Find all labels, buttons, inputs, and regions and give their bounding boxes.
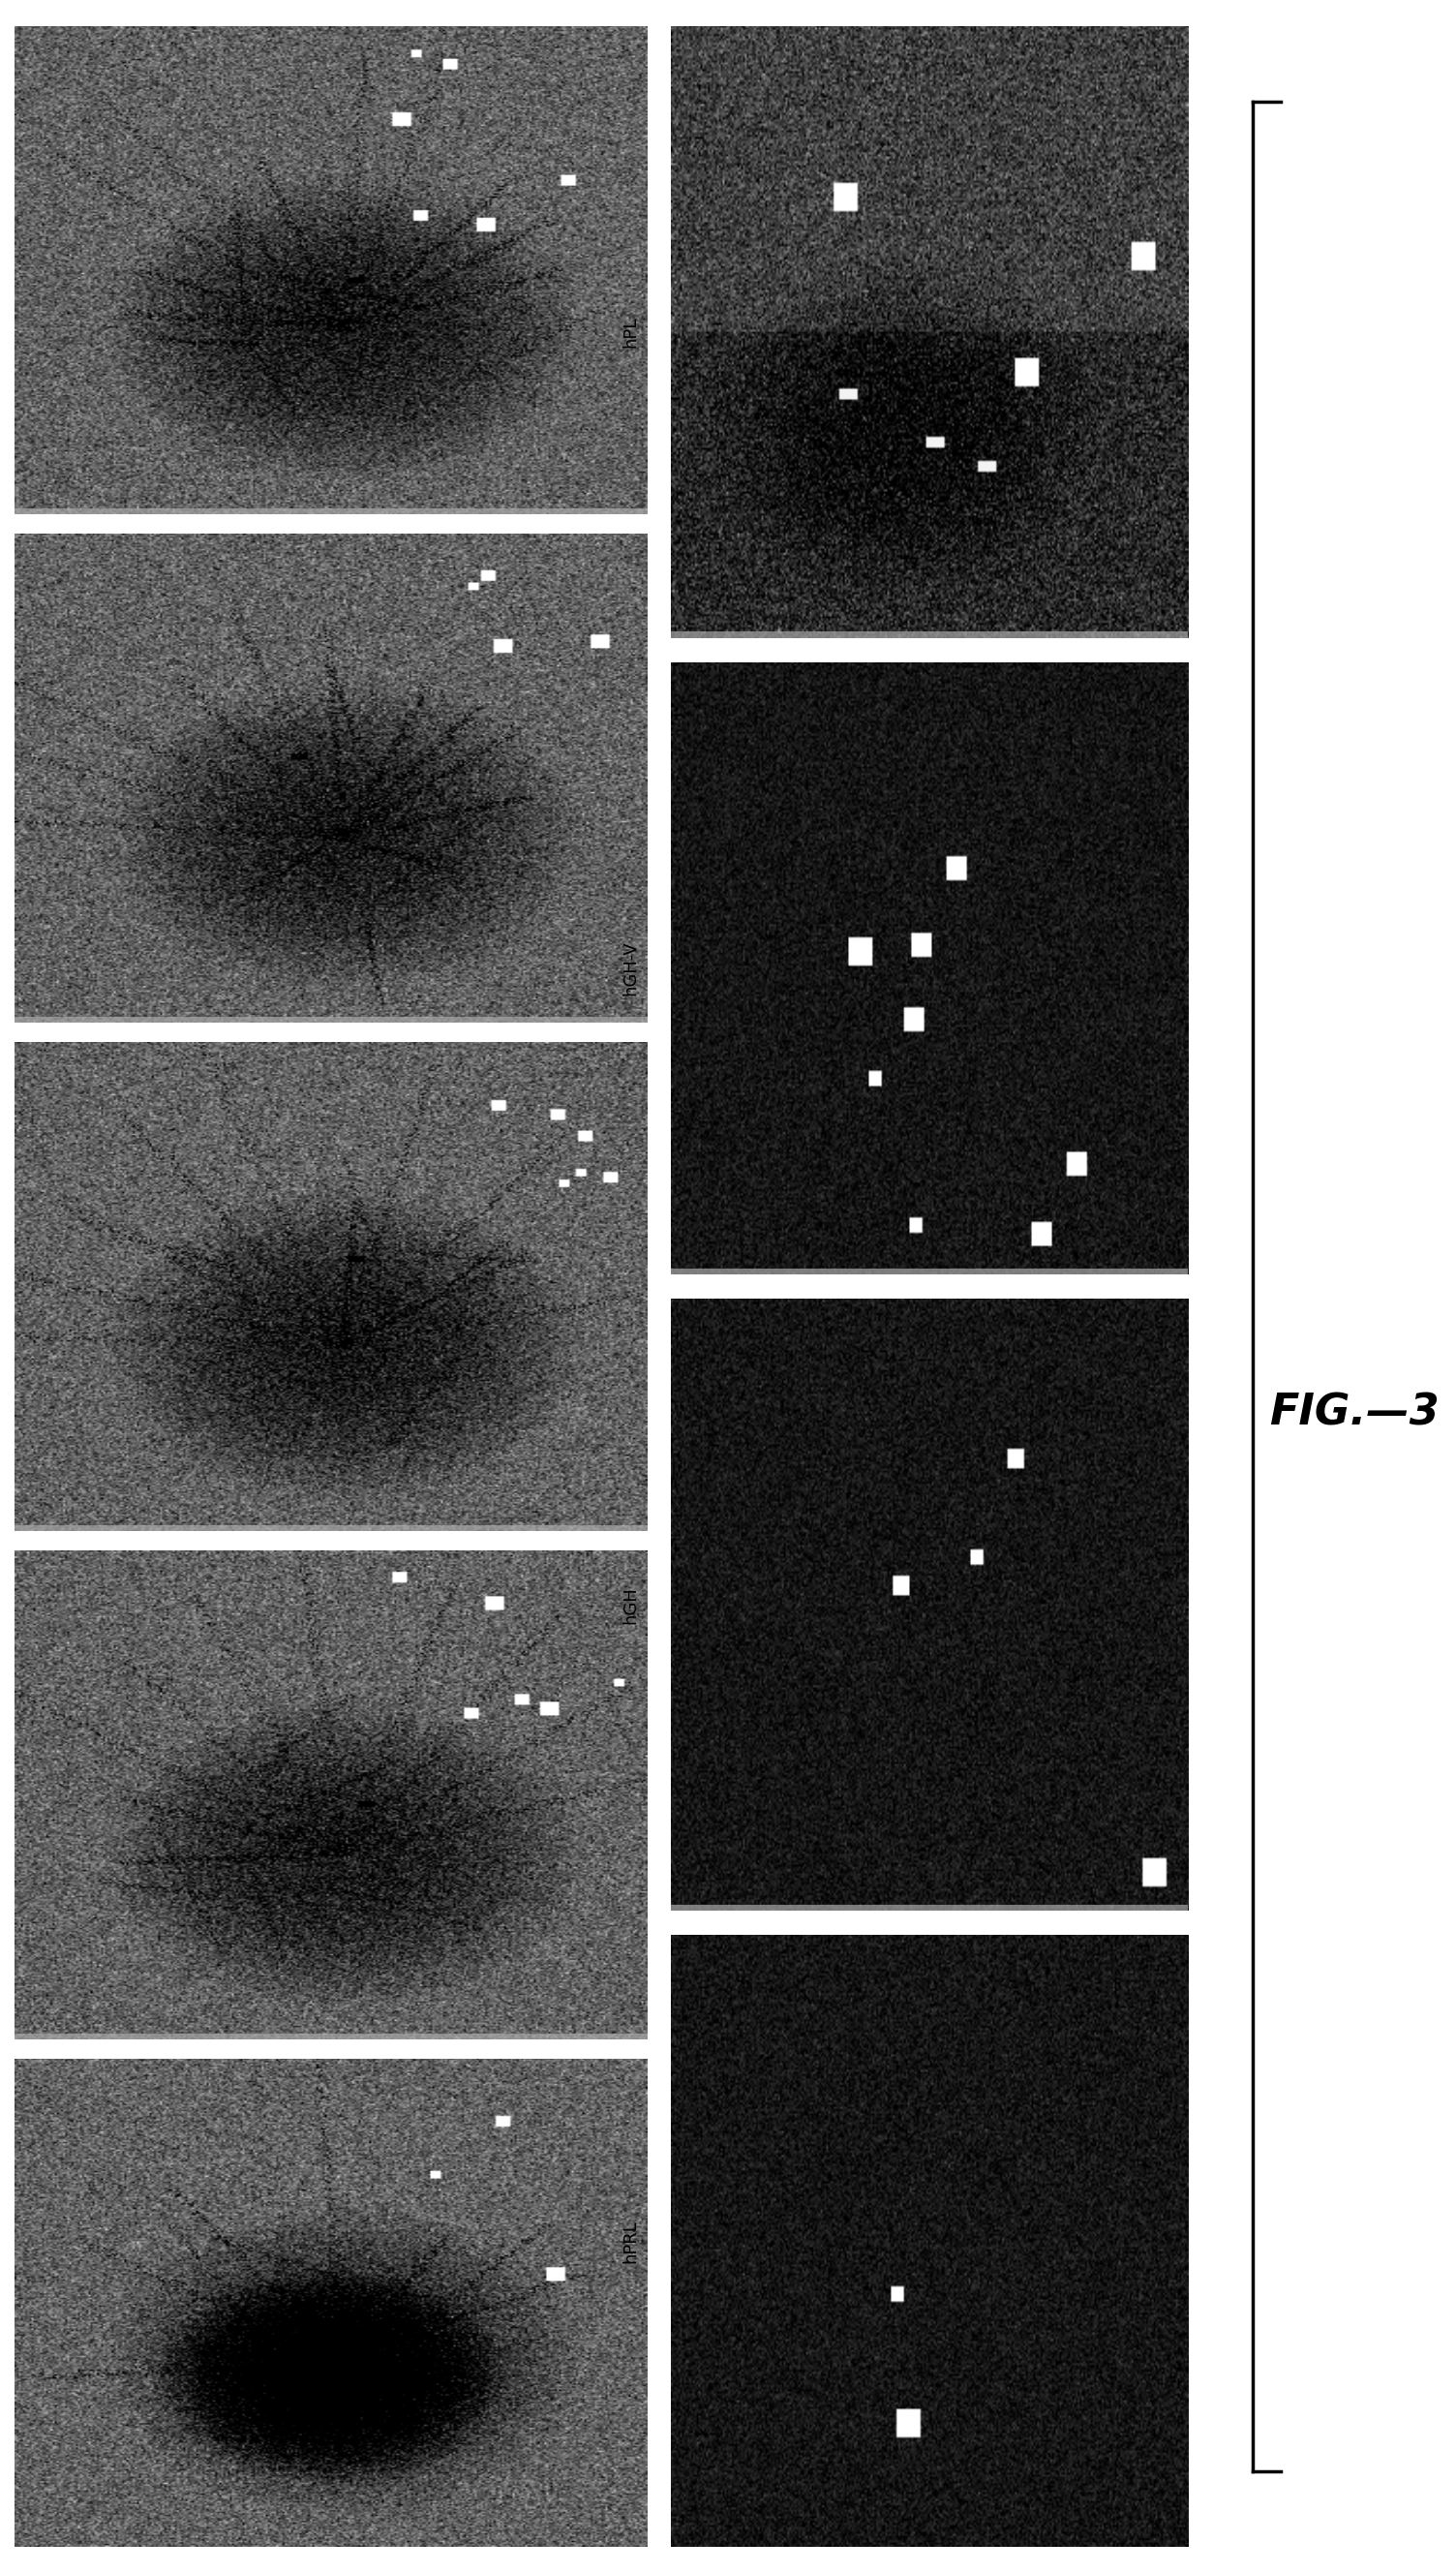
Text: FIG.—3: FIG.—3 <box>1270 1392 1439 1433</box>
Text: hPL: hPL <box>622 316 639 347</box>
Text: hGH: hGH <box>622 1585 639 1624</box>
Text: hPRL: hPRL <box>622 2220 639 2262</box>
Text: hGH-V: hGH-V <box>622 942 639 996</box>
